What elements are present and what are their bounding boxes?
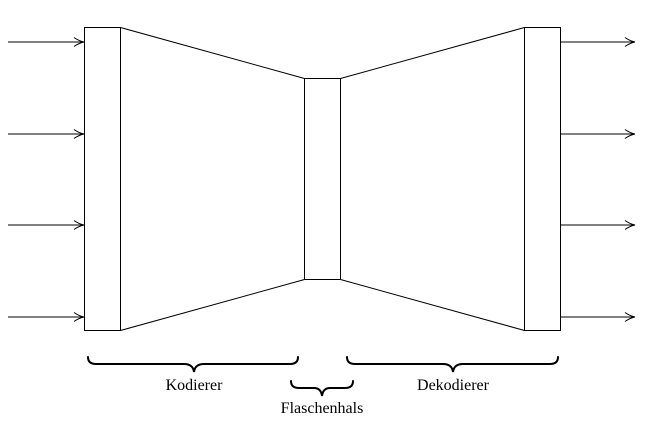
bottleneck-layer (304, 78, 341, 280)
input-layer (84, 27, 121, 331)
decoder-brace (346, 356, 559, 373)
output-arrows (561, 37, 636, 322)
decoder-label: Dekodierer (417, 377, 490, 394)
encoder-top-edge (120, 27, 305, 79)
bottleneck-label: Flaschenhals (281, 400, 364, 417)
encoder-bottom-edge (120, 279, 305, 331)
encoder-label: Kodierer (166, 377, 224, 394)
output-layer (524, 27, 561, 331)
decoder-bottom-edge (340, 279, 525, 331)
bottleneck-brace (290, 380, 354, 397)
input-arrows (8, 37, 85, 322)
decoder-top-edge (340, 27, 525, 79)
encoder-brace (87, 356, 299, 373)
